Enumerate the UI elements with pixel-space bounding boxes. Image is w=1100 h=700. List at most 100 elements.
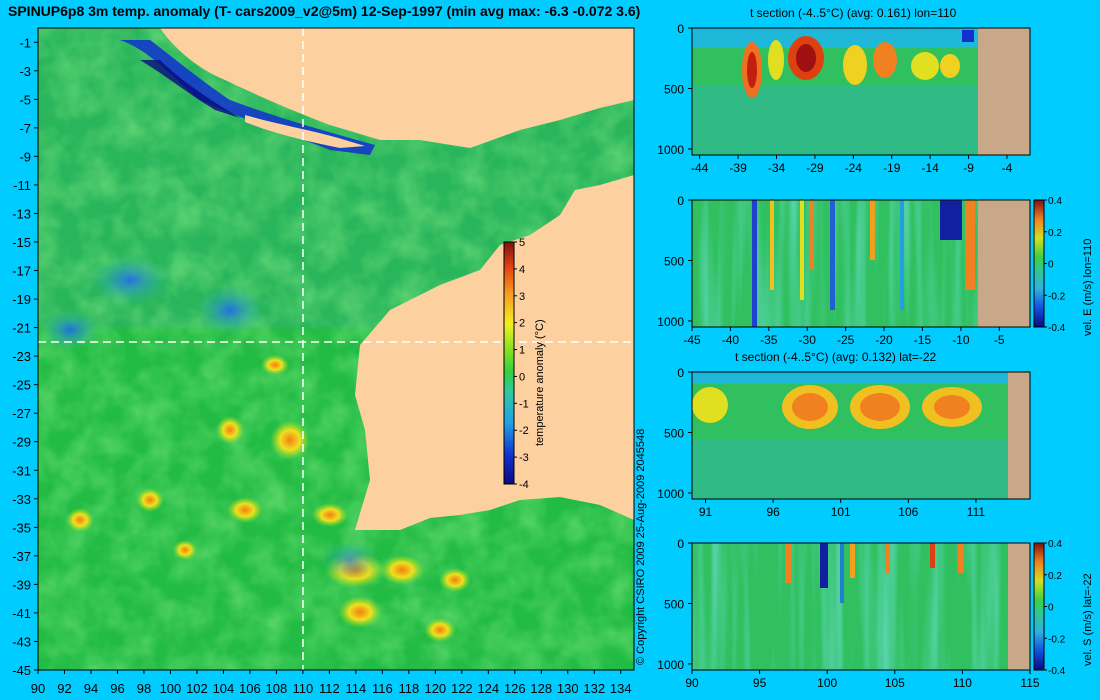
map-y-tick-label: -31	[12, 463, 31, 478]
section1-plot	[691, 27, 1031, 156]
map-warm-eddies	[66, 355, 471, 642]
map-x-tick-label: 106	[239, 681, 261, 696]
section1-cold-spot	[962, 30, 974, 42]
map-x-tick-label: 124	[477, 681, 499, 696]
section2-x-tick-label: -30	[799, 333, 817, 347]
map-x-tick-label: 122	[451, 681, 473, 696]
map-y-axis: -1 -3 -5 -7 -9 -11 -13 -15 -17 -19 -21 -23 -25 -27 -29…	[12, 35, 38, 678]
map-x-tick-label: 128	[530, 681, 552, 696]
section3-x-tick-label: 111	[967, 505, 986, 519]
map-y-tick-label: -23	[12, 349, 31, 364]
section3-x-tick-label: 101	[831, 505, 851, 519]
section3-x-tick-label: 96	[766, 505, 780, 519]
section2-y-tick-label: 500	[664, 254, 684, 268]
section2-colorbar: 0.4 0.2 0 -0.2 -0.4	[1033, 196, 1066, 334]
map-x-tick-label: 112	[319, 681, 340, 696]
section3-warm-cells	[692, 385, 982, 429]
section4-x-tick-label: 115	[1020, 676, 1039, 690]
map-x-tick-label: 102	[186, 681, 208, 696]
map-x-tick-label: 120	[424, 681, 446, 696]
map-y-tick-label: -35	[12, 520, 31, 535]
section2-colorbar-tick-label: 0.2	[1048, 228, 1062, 239]
section3-y-tick-label: 0	[677, 366, 684, 380]
section2-x-tick-label: -40	[722, 333, 740, 347]
section2-y-tick-label: 1000	[657, 315, 684, 329]
section1-x-tick-label: -14	[921, 161, 939, 175]
section4-x-tick-label: 100	[817, 676, 837, 690]
section4-x-tick-label: 110	[953, 676, 972, 690]
section3-title: t section (-4..5°C) (avg: 0.132) lat=-22	[735, 350, 937, 364]
map-y-tick-label: -21	[12, 321, 31, 336]
section1-warm-cells	[742, 36, 960, 98]
map-colorbar-bar	[503, 241, 515, 485]
section1-frame	[691, 27, 1031, 156]
section3-deep-band	[692, 440, 1008, 499]
map-y-tick-label: -17	[12, 264, 31, 279]
map-y-tick-label: -19	[12, 292, 31, 307]
section2-plot	[691, 199, 1031, 328]
section3-x-tick-label: 106	[898, 505, 918, 519]
map-y-tick-label: -41	[12, 606, 31, 621]
section3-surface-band	[692, 372, 1008, 384]
map-colorbar-label: temperature anomaly (°C)	[534, 319, 546, 446]
section2-land	[978, 200, 1030, 327]
map-colorbar-tick-label: 3	[519, 291, 525, 303]
section2-frame	[691, 199, 1031, 328]
map-x-tick-label: 94	[84, 681, 98, 696]
land-java	[245, 115, 365, 148]
map-x-tick-label: 104	[213, 681, 235, 696]
section3-frame	[691, 371, 1031, 500]
section3-land	[1008, 372, 1030, 499]
section4-cells	[785, 543, 964, 603]
page-title: SPINUP6p8 3m temp. anomaly (T- cars2009_…	[8, 3, 641, 19]
map-colorbar-tick-label: 5	[519, 237, 525, 249]
section4-plot	[691, 542, 1031, 671]
map-colorbar: 5 4 3 2 1 0 -1 -2 -3 -4 temperature anomaly (°C)	[503, 237, 546, 491]
map-y-tick-label: -7	[19, 121, 31, 136]
section1-y-tick-label: 0	[677, 22, 684, 36]
section4-y-tick-label: 1000	[657, 658, 684, 672]
section1-y-axis: 0 500 1000	[657, 22, 692, 157]
map-frame	[37, 27, 635, 671]
section1-x-tick-label: -4	[1002, 161, 1013, 175]
section2-x-axis: -45 -40 -35 -30 -25 -20 -15 -10 -5	[683, 327, 1005, 347]
section1-x-tick-label: -19	[883, 161, 901, 175]
map-cold-upwelling-core	[140, 60, 240, 118]
section1-x-axis: -44 -39 -34 -29 -24 -19 -14 -9 -4	[691, 155, 1013, 175]
section3-plot	[691, 371, 1031, 500]
section2-x-tick-label: -20	[875, 333, 893, 347]
section4-y-tick-label: 500	[664, 597, 684, 611]
map-y-tick-label: -1	[19, 35, 31, 50]
map-colorbar-tick-label: -1	[519, 398, 529, 410]
map-colorbar-tick-label: 1	[519, 345, 525, 357]
section4-colorbar-tick-label: -0.2	[1048, 634, 1066, 645]
section2-colorbar-ticks: 0.4 0.2 0 -0.2 -0.4	[1044, 196, 1066, 334]
section1-x-tick-label: -34	[768, 161, 786, 175]
section2-x-tick-label: -15	[914, 333, 932, 347]
section2-colorbar-tick-label: -0.4	[1048, 323, 1066, 334]
section3-y-tick-label: 500	[664, 426, 684, 440]
section4-frame	[691, 542, 1031, 671]
map-x-tick-label: 134	[610, 681, 632, 696]
section4-colorbar-tick-label: 0	[1048, 603, 1054, 614]
section4-y-tick-label: 0	[677, 537, 684, 551]
section1-deep-band	[692, 85, 1030, 155]
map-x-axis: 90 92 94 96 98 100 102 104 106 108 110 112 114 116 118…	[31, 670, 632, 696]
map-y-tick-label: -43	[12, 634, 31, 649]
section1-x-tick-label: -39	[729, 161, 747, 175]
section2-x-tick-label: -10	[952, 333, 970, 347]
section4-x-tick-label: 90	[685, 676, 699, 690]
section2-colorbar-tick-label: 0	[1048, 260, 1054, 271]
section1-x-tick-label: -29	[806, 161, 824, 175]
map-y-tick-label: -9	[19, 149, 31, 164]
map-cold-upwelling	[120, 40, 375, 155]
map-y-tick-label: -11	[13, 178, 31, 193]
section1-x-tick-label: -9	[963, 161, 974, 175]
map-y-tick-label: -29	[12, 435, 31, 450]
land-sumatra-borneo	[160, 28, 634, 148]
map-y-tick-label: -33	[12, 492, 31, 507]
map-y-tick-label: -37	[12, 549, 31, 564]
map-colorbar-tick-label: -2	[519, 425, 529, 437]
section3-y-axis: 0 500 1000	[657, 366, 692, 501]
map-x-tick-label: 130	[557, 681, 579, 696]
